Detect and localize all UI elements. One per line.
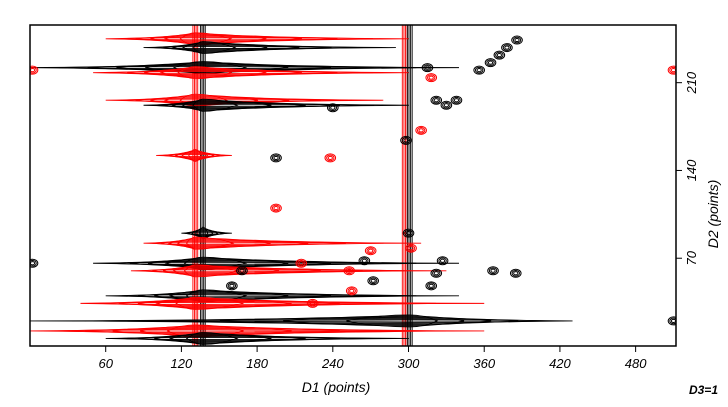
cross-peak [324,153,337,163]
y-axis-title: D2 (points) [705,180,721,248]
contour-streak [143,98,409,112]
contour-streak [130,264,447,278]
cross-peak [415,125,427,135]
x-tick-label: 360 [473,356,495,371]
cross-peak [367,276,379,286]
cross-peak [501,43,513,53]
spectrum-layer [30,25,676,346]
cross-peak [436,256,449,266]
cross-peak [270,203,282,213]
cross-peak [30,65,39,75]
cross-peak [345,286,358,296]
contour-streak [143,236,422,250]
cross-peak [364,246,377,256]
contour-streak [93,66,409,80]
vertical-ridge [406,25,413,346]
contour-streak [30,61,459,75]
cross-peak [421,63,434,73]
spectrum-clip [30,25,676,346]
x-tick-label: 480 [625,356,647,371]
cross-peak [667,316,676,326]
cross-peak [667,65,676,75]
cross-peak [430,95,443,105]
x-axis-title: D1 (points) [302,379,370,395]
contour-streak [30,314,573,328]
y-tick-label: 70 [684,250,699,265]
vertical-ridge [401,25,408,346]
cross-peak [484,58,497,68]
contour-streak [105,93,384,107]
cross-peak [487,266,499,276]
contour-streak [143,41,396,55]
x-tick-label: 180 [246,356,268,371]
contour-streak [105,332,409,345]
cross-peak [358,256,371,266]
cross-peak [226,281,238,291]
plot-frame [29,24,677,347]
cross-peak [440,100,453,110]
contour-streak [105,32,409,46]
x-axis: 60 120 180 240 300 360 420 480 [98,346,647,371]
cross-peak [295,258,308,268]
y-tick-label: 140 [684,159,699,181]
cross-peak [402,228,415,238]
y-axis: 70 140 210 [676,71,699,265]
cross-peak [270,153,282,163]
cross-peak [327,103,339,113]
y-tick-label: 210 [684,71,699,94]
cross-peak [493,50,506,60]
cross-peak [425,281,438,291]
cross-peak [400,135,412,145]
contour-streak [30,324,485,338]
contour-streak [156,148,232,162]
contour-streak [80,296,485,310]
x-tick-label: 120 [171,356,193,371]
cross-peak [236,266,248,276]
cross-peak [450,95,463,105]
cross-peak [30,258,39,268]
cross-peak [430,268,443,278]
cross-peak [473,65,485,75]
x-tick-label: 420 [549,356,571,371]
x-tick-label: 60 [98,356,113,371]
cross-peak [509,268,522,278]
cross-peak [306,298,319,308]
x-tick-label: 240 [321,356,344,371]
cross-peak [405,243,417,253]
corner-label: D3=1 [689,383,718,397]
x-tick-label: 300 [398,356,420,371]
cross-peak [425,73,438,83]
cross-peak [511,35,523,45]
cross-peak [343,266,356,276]
